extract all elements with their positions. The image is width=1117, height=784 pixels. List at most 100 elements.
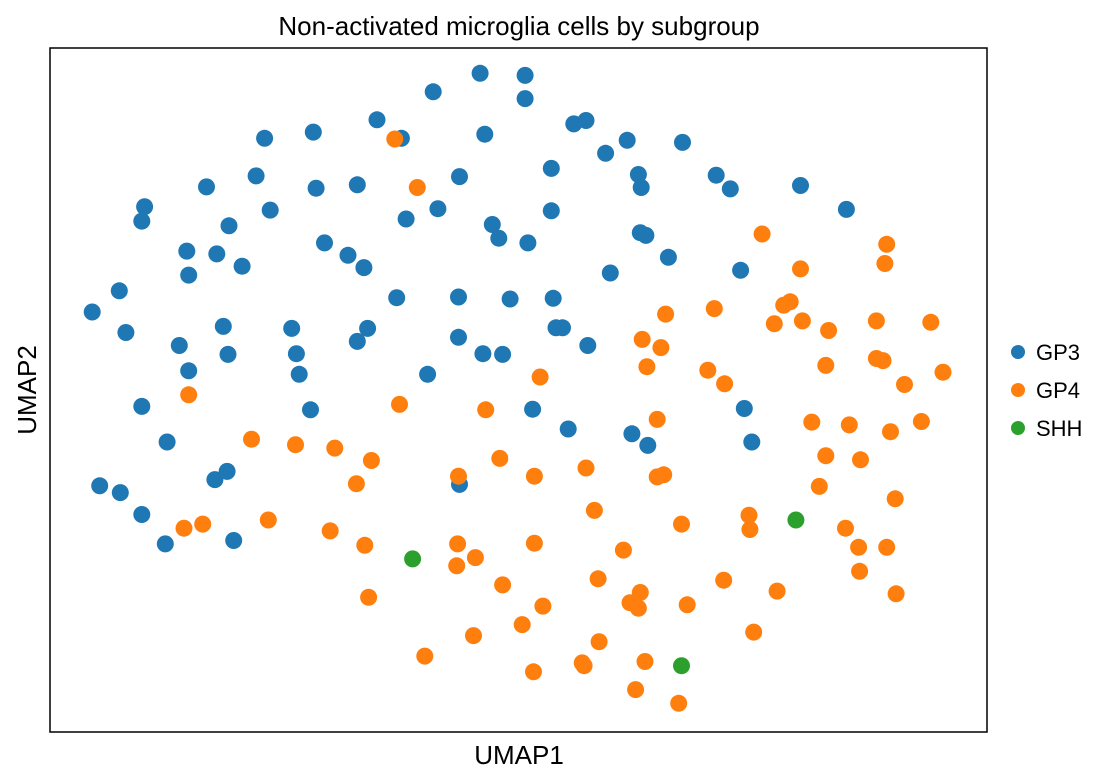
point-gp3 [483, 216, 501, 233]
point-gp4 [525, 467, 543, 485]
plot-frame [49, 47, 988, 733]
point-gp4 [408, 179, 426, 196]
point-gp4 [627, 681, 645, 699]
point-gp4 [259, 511, 277, 529]
point-gp4 [922, 313, 940, 331]
point-gp4 [781, 293, 799, 311]
x-axis-label: UMAP1 [474, 740, 564, 770]
point-gp3 [302, 401, 319, 419]
point-gp3 [214, 317, 232, 335]
point-gp3 [577, 112, 595, 129]
point-gp3 [225, 532, 243, 549]
point-gp3 [623, 425, 641, 443]
point-gp3 [290, 365, 308, 383]
point-gp3 [516, 90, 534, 108]
point-gp4 [851, 562, 869, 580]
point-gp3 [256, 129, 274, 147]
point-gp3 [632, 179, 650, 196]
point-gp4 [321, 522, 339, 540]
point-gp3 [474, 345, 492, 363]
point-gp4 [590, 633, 608, 651]
point-gp4 [840, 416, 858, 434]
point-gp4 [716, 375, 734, 393]
point-gp3 [133, 397, 151, 415]
y-axis-label: UMAP2 [12, 345, 42, 435]
point-gp3 [601, 264, 619, 282]
point-gp3 [208, 245, 226, 263]
point-gp4 [477, 401, 495, 419]
point-gp3 [629, 166, 647, 183]
point-gp4 [491, 449, 509, 467]
point-gp3 [170, 337, 188, 354]
point-gp3 [476, 125, 494, 143]
legend-marker-gp3 [1011, 345, 1025, 359]
point-gp4 [589, 570, 607, 588]
point-gp4 [705, 300, 723, 318]
point-gp3 [180, 266, 198, 284]
point-gp4 [793, 312, 811, 330]
point-gp3 [637, 226, 655, 244]
legend-label-gp4: GP4 [1036, 378, 1080, 403]
point-gp3 [287, 345, 305, 363]
point-gp3 [597, 144, 615, 162]
point-gp4 [886, 490, 904, 508]
point-gp4 [534, 597, 552, 615]
point-gp4 [896, 376, 913, 393]
point-gp3 [219, 345, 237, 363]
point-gp3 [707, 166, 725, 184]
point-gp3 [368, 111, 386, 129]
point-gp3 [494, 345, 512, 363]
point-gp3 [743, 433, 761, 451]
point-gp3 [117, 324, 135, 341]
point-gp3 [307, 179, 325, 197]
point-gp4 [448, 557, 466, 575]
point-gp4 [699, 361, 717, 379]
points-layer [83, 64, 952, 712]
point-gp3 [218, 462, 236, 480]
point-gp4 [715, 571, 733, 589]
point-gp4 [852, 451, 869, 469]
point-gp3 [136, 198, 154, 216]
point-gp4 [876, 255, 894, 272]
point-gp3 [429, 200, 447, 218]
point-shh [787, 511, 805, 529]
point-gp4 [817, 447, 835, 465]
point-gp4 [326, 439, 344, 457]
point-gp4 [673, 515, 690, 533]
point-gp3 [261, 201, 279, 219]
point-gp3 [639, 436, 657, 454]
point-gp4 [655, 466, 673, 484]
point-gp4 [887, 585, 905, 603]
point-gp4 [465, 627, 482, 645]
point-gp4 [648, 410, 666, 428]
point-gp4 [180, 386, 198, 404]
point-gp3 [542, 202, 560, 220]
point-gp3 [471, 64, 489, 82]
point-gp4 [657, 305, 675, 323]
point-gp3 [355, 259, 373, 277]
point-gp4 [287, 436, 304, 454]
point-gp3 [519, 234, 537, 252]
point-gp4 [531, 368, 549, 386]
point-gp3 [735, 400, 753, 417]
point-gp4 [633, 330, 651, 348]
point-gp4 [636, 653, 654, 670]
point-gp4 [867, 312, 885, 330]
point-gp4 [347, 475, 365, 493]
point-gp4 [362, 452, 380, 469]
point-gp3 [158, 433, 176, 451]
legend-label-shh: SHH [1036, 416, 1082, 441]
point-gp4 [577, 459, 595, 477]
point-gp4 [525, 534, 543, 552]
point-gp3 [133, 506, 151, 523]
point-gp4 [820, 322, 838, 339]
point-gp3 [83, 303, 101, 321]
point-gp4 [878, 538, 896, 556]
point-gp4 [360, 588, 378, 606]
point-gp4 [585, 501, 603, 519]
point-gp3 [674, 133, 691, 151]
legend: GP3 GP4 SHH [1011, 340, 1082, 441]
point-gp3 [721, 180, 739, 198]
point-gp4 [810, 477, 828, 495]
